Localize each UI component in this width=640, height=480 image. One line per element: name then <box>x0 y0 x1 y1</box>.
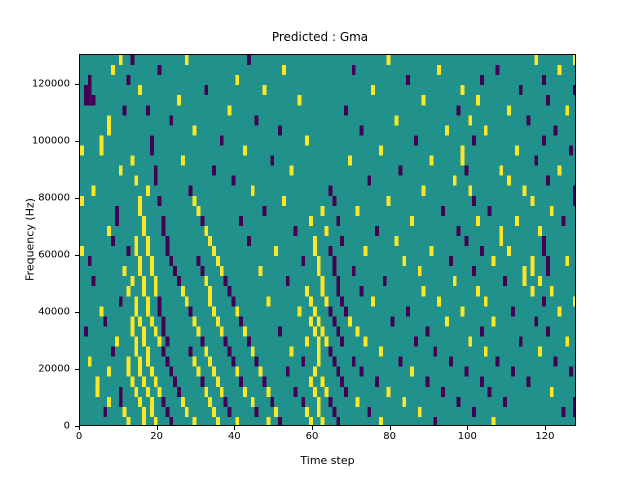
x-axis-label: Time step <box>300 454 355 467</box>
y-tick-label: 80000 <box>38 192 70 204</box>
y-tick-label: 100000 <box>31 135 70 147</box>
y-tick-mark <box>75 254 79 256</box>
x-tick-label: 80 <box>383 431 396 442</box>
chart-title: Predicted : Gma <box>271 30 369 44</box>
x-tick-label: 20 <box>150 431 164 442</box>
x-tick-mark <box>544 426 546 430</box>
x-tick-mark <box>467 426 469 430</box>
y-tick-label: 60000 <box>38 249 70 261</box>
x-tick-mark <box>79 426 80 430</box>
y-tick-mark <box>75 140 79 142</box>
x-tick-label: 60 <box>305 431 319 442</box>
x-tick-mark <box>234 426 236 430</box>
heatmap-image <box>80 55 575 425</box>
y-tick-mark <box>75 368 79 370</box>
y-tick-mark <box>75 426 79 427</box>
y-axis-label: Frequency (Hz) <box>23 198 37 281</box>
y-tick-label: 40000 <box>38 306 70 318</box>
x-tick-mark <box>389 426 391 430</box>
x-tick-label: 40 <box>227 431 241 442</box>
x-tick-label: 0 <box>75 431 83 442</box>
y-tick-label: 20000 <box>38 363 70 375</box>
x-tick-mark <box>156 426 158 430</box>
y-tick-label: 120000 <box>31 78 70 90</box>
y-tick-mark <box>75 311 79 313</box>
y-tick-mark <box>75 197 79 199</box>
heatmap-axes <box>79 54 576 426</box>
y-tick-mark <box>75 83 79 85</box>
y-tick-label: 0 <box>63 420 70 432</box>
x-tick-label: 100 <box>457 431 477 442</box>
x-tick-label: 120 <box>535 431 555 442</box>
x-tick-mark <box>311 426 313 430</box>
